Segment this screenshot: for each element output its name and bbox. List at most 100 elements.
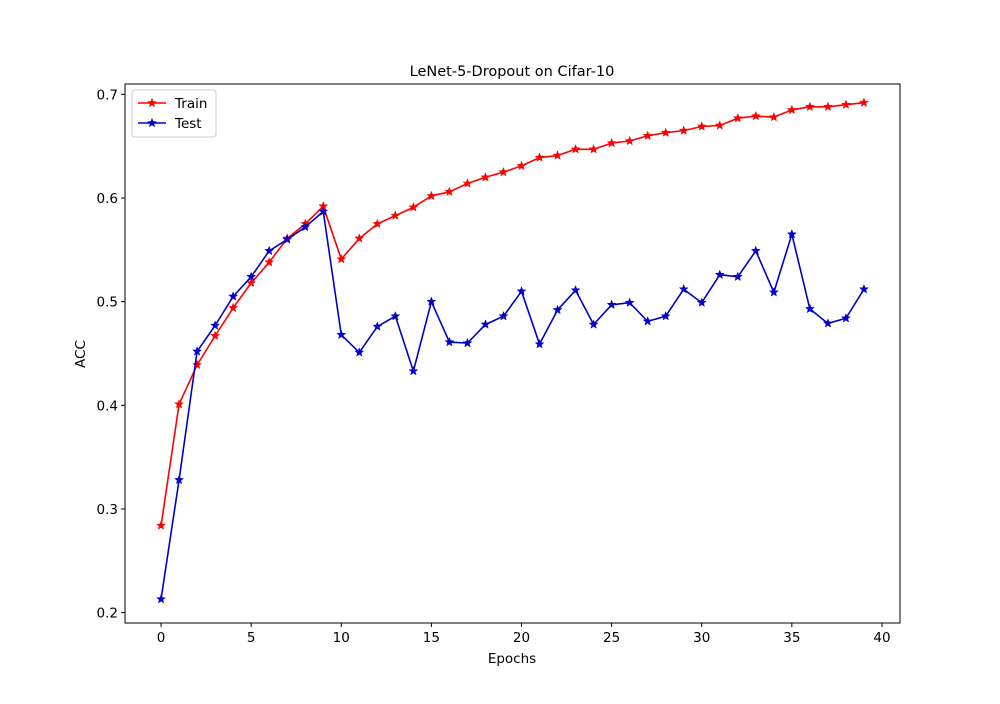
series-layer (155, 97, 870, 604)
series-line-test (160, 210, 865, 600)
data-point-train (840, 99, 851, 110)
data-point-train (408, 202, 419, 212)
data-point-test (840, 312, 851, 323)
data-point-train (858, 97, 870, 107)
data-point-test (804, 303, 815, 314)
data-point-test (588, 319, 599, 329)
data-point-test (246, 271, 257, 282)
x-tick-label: 15 (423, 630, 440, 646)
data-point-train (570, 143, 581, 154)
x-tick-label: 20 (513, 630, 530, 646)
data-point-test (228, 291, 239, 301)
data-point-train (750, 110, 761, 121)
data-point-test (498, 310, 509, 321)
data-point-test (660, 310, 671, 321)
data-point-test (624, 297, 635, 308)
data-point-train (714, 120, 725, 130)
x-axis-label: Epochs (488, 651, 536, 667)
legend-label-test: Test (174, 116, 202, 132)
data-point-test (155, 593, 167, 604)
data-point-test (678, 283, 689, 294)
legend-entry-test: Test (138, 116, 202, 132)
data-point-train (498, 166, 509, 177)
data-point-train (372, 218, 383, 229)
data-point-train (786, 104, 797, 115)
data-point-test (480, 319, 491, 329)
data-point-test (354, 347, 365, 357)
legend-entry-train: Train (138, 96, 207, 112)
data-point-train (516, 160, 527, 171)
data-point-train (588, 143, 599, 154)
y-tick-label: 0.3 (97, 502, 118, 518)
legend-label-train: Train (174, 96, 207, 112)
data-point-train (624, 135, 635, 146)
data-point-train (426, 190, 437, 201)
data-point-test (444, 336, 455, 347)
data-point-test (264, 245, 275, 256)
data-point-train (444, 186, 455, 197)
data-point-train (768, 111, 779, 122)
data-point-test (534, 338, 545, 349)
data-point-test (462, 337, 473, 348)
data-point-test (822, 318, 833, 328)
data-point-test (516, 285, 527, 296)
x-tick-label: 0 (157, 630, 166, 646)
data-point-train (354, 233, 365, 243)
data-point-test (174, 474, 185, 485)
data-point-test (750, 245, 761, 256)
data-point-train (660, 127, 671, 138)
x-tick-label: 35 (783, 630, 800, 646)
chart-title: LeNet-5-Dropout on Cifar-10 (410, 64, 615, 80)
data-point-test (858, 283, 870, 294)
data-point-train (264, 256, 275, 267)
y-tick-label: 0.5 (97, 295, 118, 311)
data-point-test (570, 284, 581, 295)
series-test (155, 206, 870, 604)
y-axis-label: ACC (73, 340, 89, 368)
data-point-train (192, 359, 203, 370)
data-point-test (696, 297, 707, 308)
data-point-test (300, 221, 311, 232)
y-tick-label: 0.7 (97, 87, 118, 103)
data-point-test (408, 365, 419, 376)
x-tick-label: 5 (247, 630, 256, 646)
y-tick-label: 0.4 (97, 398, 118, 414)
x-tick-label: 25 (603, 630, 620, 646)
data-point-train (155, 520, 167, 530)
data-point-test (192, 346, 203, 356)
y-tick-label: 0.6 (97, 191, 118, 207)
legend-marker-test (146, 117, 158, 128)
data-point-test (606, 299, 617, 310)
data-point-test (390, 310, 401, 321)
data-point-test (642, 316, 653, 326)
data-point-train (804, 101, 815, 112)
series-line-train (160, 101, 865, 526)
x-tick-label: 10 (333, 630, 350, 646)
y-axis: 0.2 0.3 0.4 0.5 0.6 0.7 (97, 87, 125, 622)
data-point-test (282, 234, 293, 244)
data-point-test (210, 320, 221, 330)
legend: Train Test (131, 89, 217, 138)
data-point-train (822, 101, 833, 112)
data-point-train (462, 178, 473, 188)
data-point-test (552, 304, 563, 315)
series-train (155, 97, 870, 530)
y-tick-label: 0.2 (97, 606, 118, 622)
data-point-train (678, 125, 689, 135)
plot-area (124, 83, 901, 624)
data-point-test (318, 206, 329, 216)
data-point-train (606, 137, 617, 148)
data-point-test (768, 287, 779, 297)
data-point-train (642, 130, 653, 141)
legend-marker-train (146, 97, 158, 108)
data-point-test (732, 271, 743, 282)
data-point-train (480, 171, 491, 182)
data-point-train (534, 152, 545, 162)
data-point-test (336, 329, 347, 340)
x-axis: 0 5 10 15 20 25 30 35 40 (157, 623, 891, 646)
data-point-train (210, 330, 221, 341)
data-point-train (696, 121, 707, 131)
data-point-test (786, 228, 797, 239)
data-point-train (390, 210, 401, 220)
